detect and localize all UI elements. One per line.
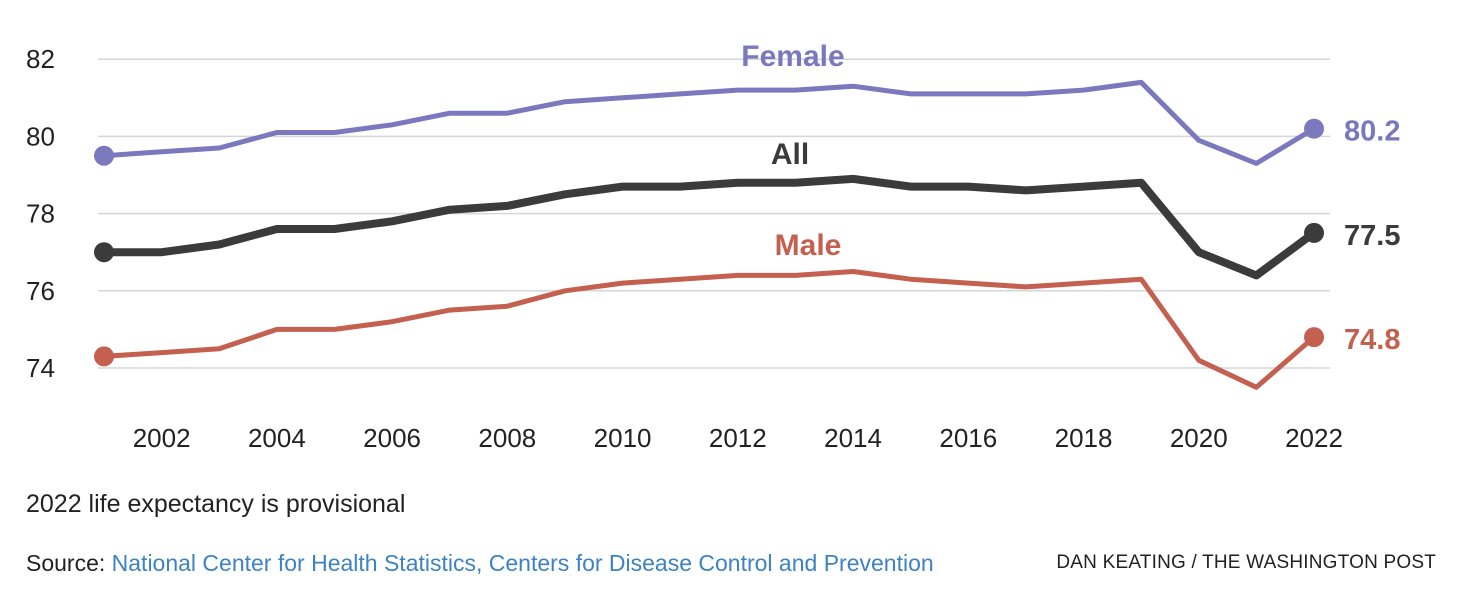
end-value-label-female: 80.2 bbox=[1344, 116, 1400, 148]
source-link[interactable]: National Center for Health Statistics, C… bbox=[111, 550, 934, 576]
end-point-male bbox=[1304, 327, 1325, 348]
x-tick-label: 2020 bbox=[1170, 423, 1228, 453]
series-line-male bbox=[101, 269, 1317, 390]
x-tick-label: 2010 bbox=[594, 423, 652, 453]
x-tick-label: 2004 bbox=[248, 423, 306, 453]
end-point-female bbox=[1304, 118, 1325, 139]
start-point-male bbox=[94, 346, 114, 367]
x-tick-label: 2008 bbox=[478, 423, 536, 453]
y-tick-label: 82 bbox=[26, 44, 55, 74]
x-tick-label: 2002 bbox=[133, 423, 191, 453]
x-tick-label: 2006 bbox=[363, 423, 421, 453]
end-value-label-male: 74.8 bbox=[1344, 324, 1400, 356]
source-row: Source: National Center for Health Stati… bbox=[26, 550, 1436, 577]
provisional-note: 2022 life expectancy is provisional bbox=[26, 490, 406, 518]
series-line-all bbox=[100, 174, 1318, 280]
series-line-female bbox=[101, 79, 1317, 166]
x-tick-label: 2018 bbox=[1055, 423, 1113, 453]
x-tick-label: 2012 bbox=[709, 423, 767, 453]
x-tick-label: 2022 bbox=[1285, 423, 1343, 453]
series-label-male: Male bbox=[775, 229, 842, 262]
x-tick-label: 2016 bbox=[939, 423, 997, 453]
x-axis-tick-labels: 2002 2004 2006 2008 2010 2012 2014 2016 2018 2020… bbox=[133, 423, 1343, 453]
x-tick-label: 2014 bbox=[824, 423, 882, 453]
y-tick-label: 80 bbox=[26, 121, 55, 151]
source-prefix: Source: bbox=[26, 550, 112, 576]
series-label-female: Female bbox=[741, 40, 844, 73]
series-labels: Female 80.2 All 77.5 Male 74.8 bbox=[741, 40, 1400, 356]
end-value-label-all: 77.5 bbox=[1344, 220, 1400, 252]
y-tick-label: 78 bbox=[26, 199, 55, 229]
end-point-all bbox=[1304, 222, 1325, 243]
gridlines bbox=[98, 58, 1330, 369]
y-tick-label: 74 bbox=[26, 353, 55, 383]
y-tick-label: 76 bbox=[26, 276, 55, 306]
y-axis-tick-labels: 74 76 78 80 82 bbox=[26, 44, 55, 383]
start-point-female bbox=[94, 145, 114, 166]
series-end-points bbox=[94, 118, 1325, 367]
credit-line: DAN KEATING / THE WASHINGTON POST bbox=[1056, 552, 1436, 573]
series-lines bbox=[100, 79, 1318, 390]
start-point-all bbox=[94, 242, 114, 263]
series-label-all: All bbox=[771, 138, 809, 171]
